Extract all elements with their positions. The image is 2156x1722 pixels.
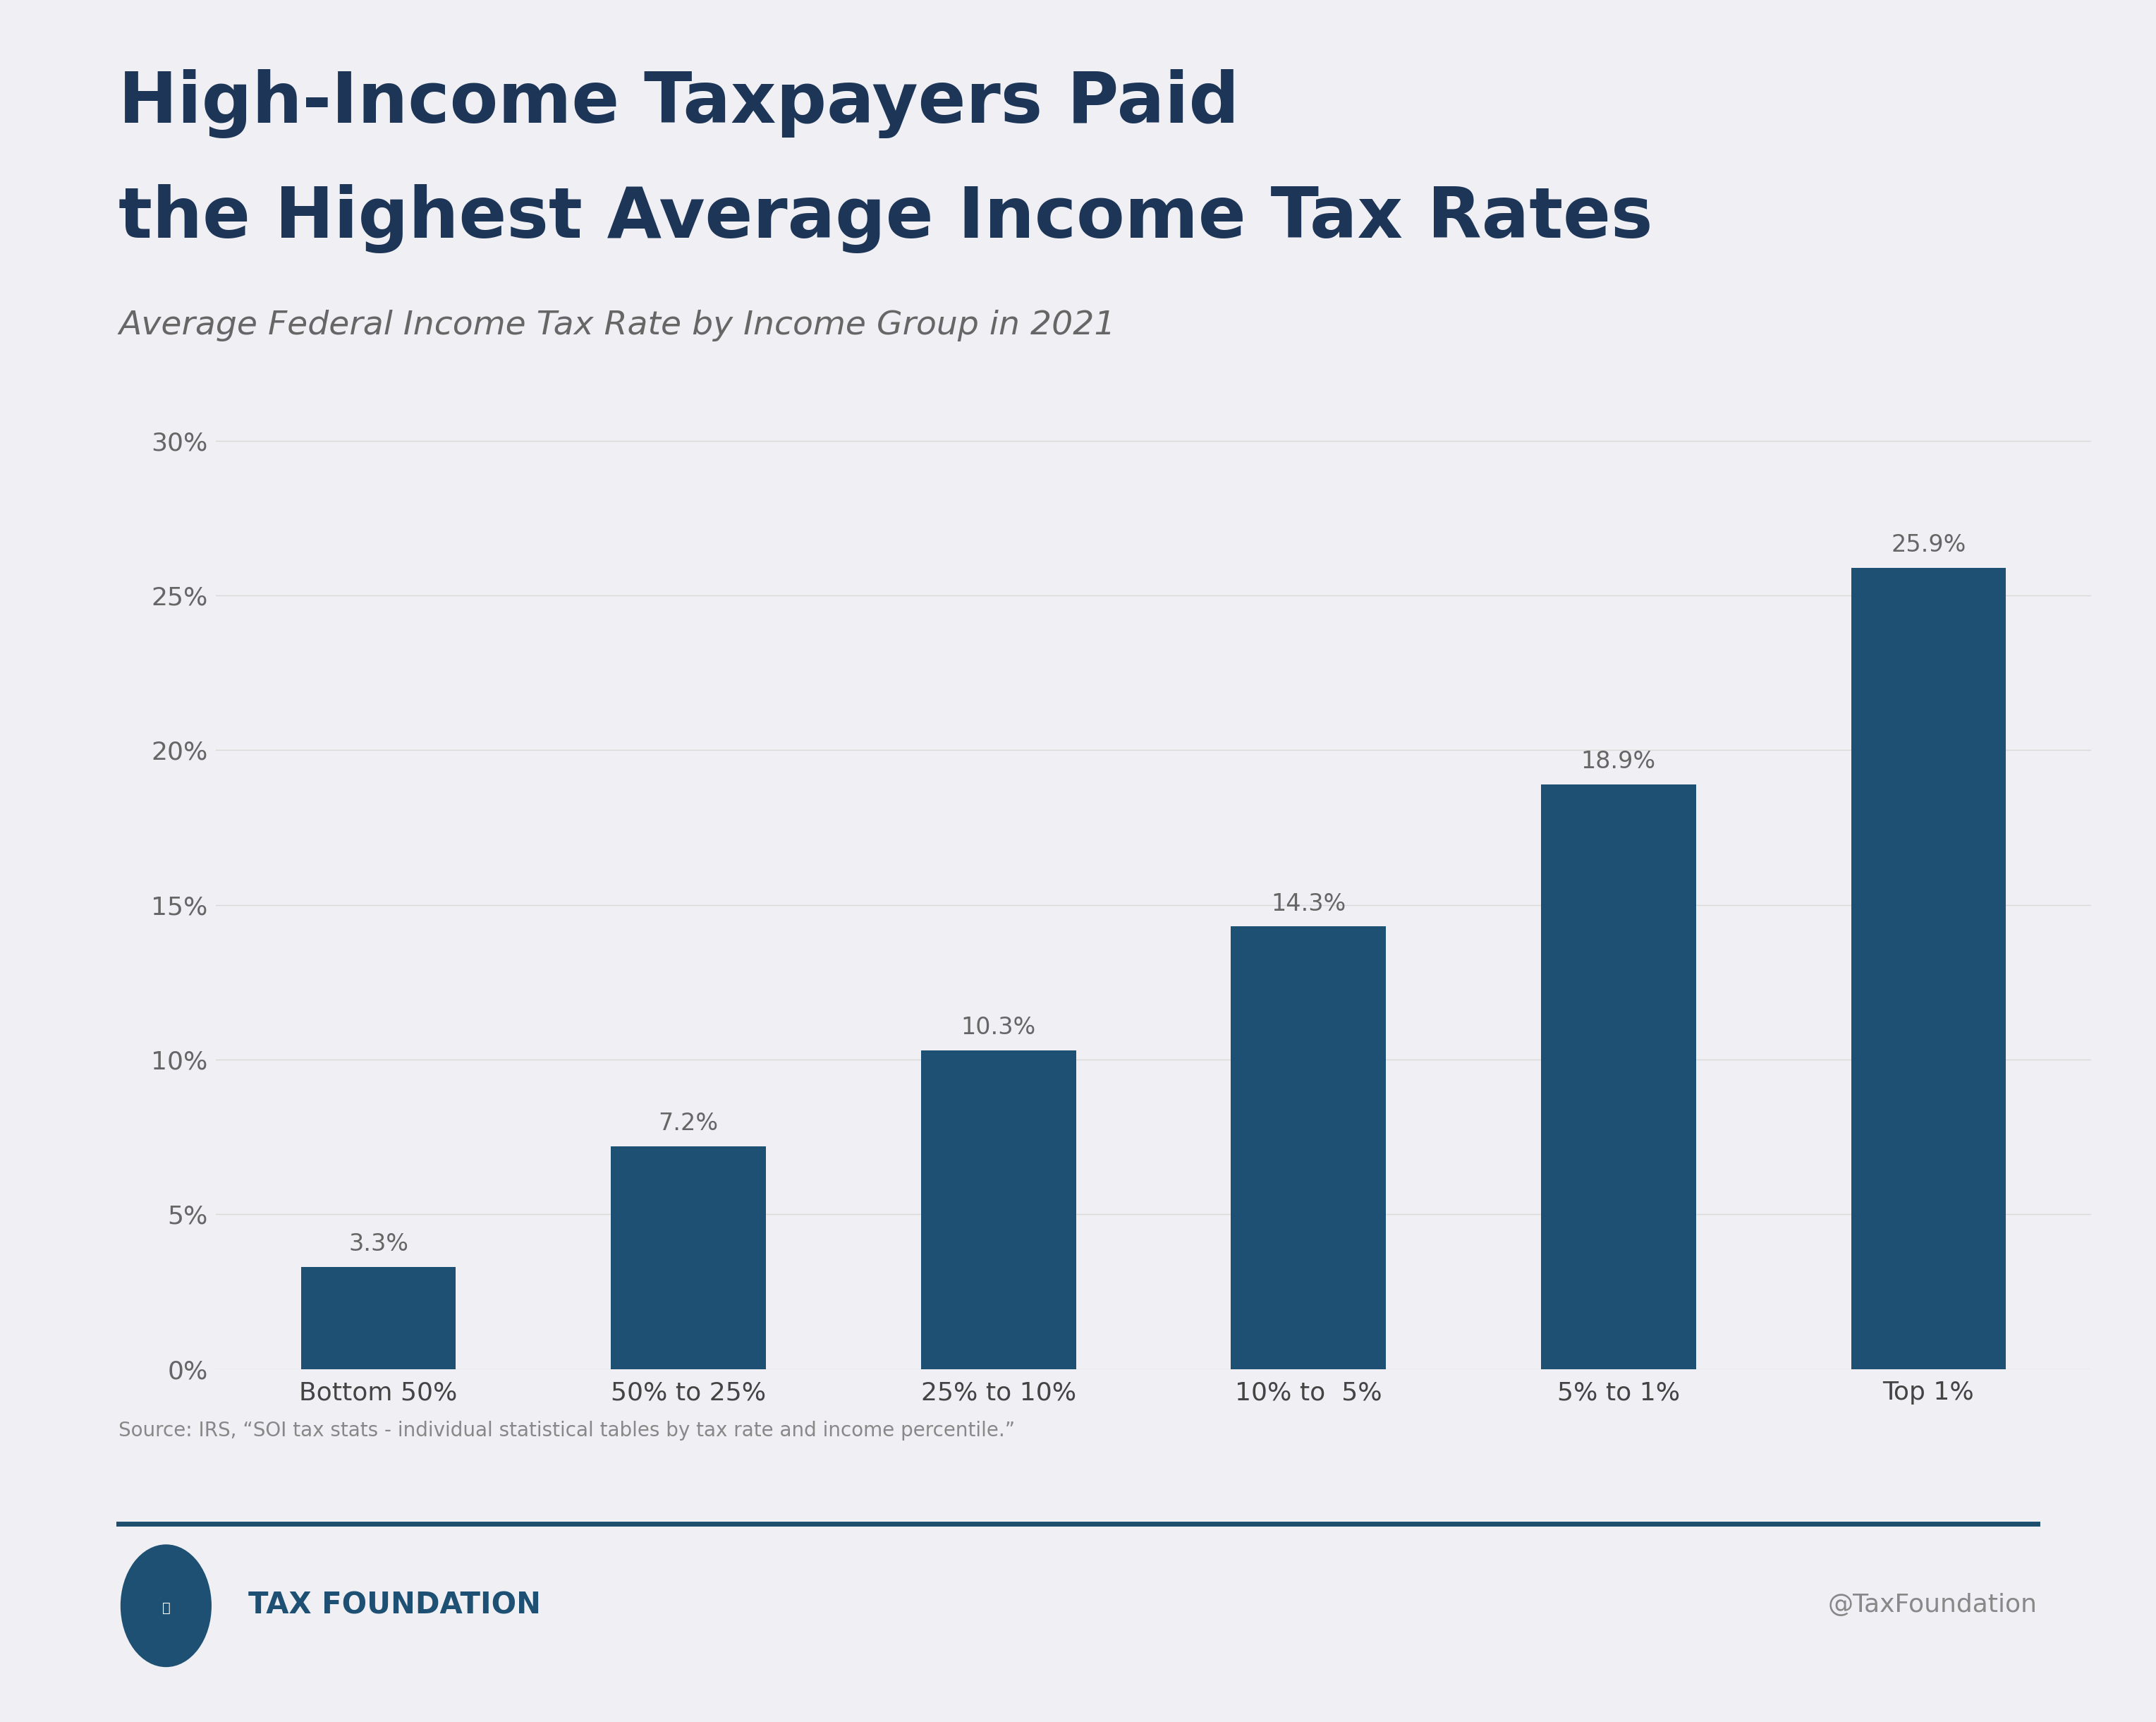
Bar [302, 1267, 455, 1369]
Text: 25.9%: 25.9% [1891, 534, 1966, 556]
Bar [1852, 568, 2005, 1369]
Text: High-Income Taxpayers Paid: High-Income Taxpayers Paid [119, 69, 1240, 138]
Text: Average Federal Income Tax Rate by Income Group in 2021: Average Federal Income Tax Rate by Incom… [119, 310, 1115, 341]
Bar [1542, 784, 1697, 1369]
Text: 18.9%: 18.9% [1580, 751, 1656, 773]
Bar [1231, 926, 1386, 1369]
Text: 10.3%: 10.3% [962, 1016, 1035, 1040]
Text: TAX FOUNDATION: TAX FOUNDATION [248, 1589, 541, 1620]
Text: 14.3%: 14.3% [1272, 892, 1345, 916]
Bar [921, 1050, 1076, 1369]
Text: 3.3%: 3.3% [349, 1233, 407, 1255]
Text: @TaxFoundation: @TaxFoundation [1828, 1593, 2037, 1617]
Bar [610, 1147, 765, 1369]
Text: Source: IRS, “SOI tax stats - individual statistical tables by tax rate and inco: Source: IRS, “SOI tax stats - individual… [119, 1421, 1015, 1440]
Text: 7.2%: 7.2% [658, 1112, 718, 1135]
Text: the Highest Average Income Tax Rates: the Highest Average Income Tax Rates [119, 184, 1654, 253]
Ellipse shape [121, 1545, 211, 1667]
Text: 🏛: 🏛 [162, 1601, 170, 1615]
